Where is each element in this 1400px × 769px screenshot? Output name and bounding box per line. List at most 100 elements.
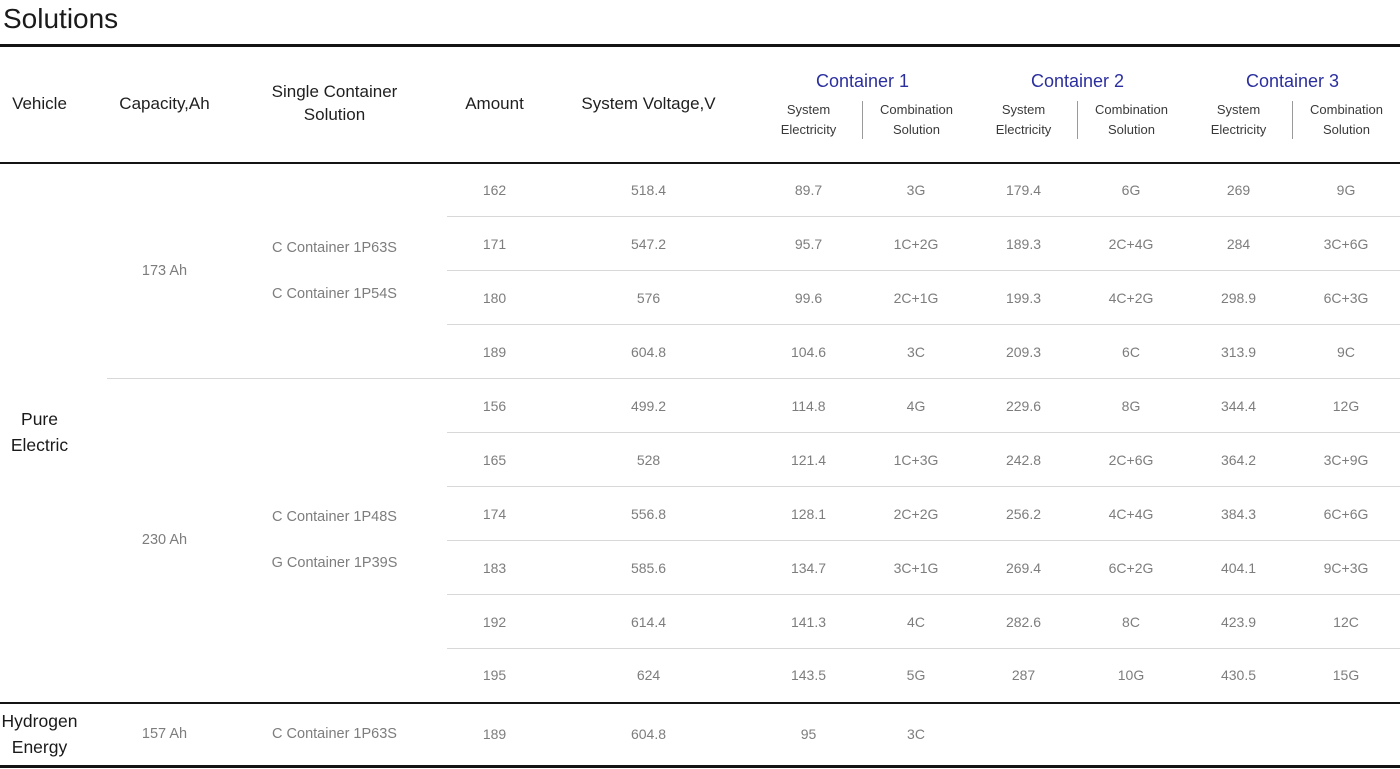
- container-3-title: Container 3: [1245, 71, 1340, 92]
- cell-c2-system-electricity: 269.4: [970, 540, 1077, 595]
- cell-amount: 195: [447, 648, 542, 703]
- cell-c2-combination-solution: 10G: [1077, 648, 1185, 703]
- cell-c1-combination-solution: 1C+3G: [862, 432, 970, 487]
- table-row: 192 614.4 141.3 4C 282.6 8C 423.9 12C: [0, 594, 1400, 649]
- table-row: Pure Electric 173 Ah C Container 1P63S C…: [0, 163, 1400, 455]
- header-row: Vehicle Capacity,Ah Single Container Sol…: [0, 46, 1400, 164]
- cell-c2-system-electricity: [970, 701, 1077, 767]
- cell-c1-system-electricity: 104.6: [755, 324, 862, 379]
- cell-c1-combination-solution: 2C+2G: [862, 486, 970, 541]
- cell-amount: 189: [447, 324, 542, 379]
- col-group-container-3: Container 3 System Electricity Combinati…: [1185, 46, 1400, 164]
- solution-group-cell: C Container 1P63S C Container 1P54S: [222, 163, 447, 379]
- cell-c3-system-electricity: 423.9: [1185, 594, 1292, 649]
- col-header-vehicle: Vehicle: [0, 46, 107, 164]
- container-3-system-electricity-label: System Electricity: [1210, 102, 1267, 137]
- cell-c1-system-electricity: 95.7: [755, 216, 862, 271]
- cell-c3-combination-solution: 9C+3G: [1292, 540, 1400, 595]
- cell-c1-system-electricity: 114.8: [755, 378, 862, 433]
- subheader-divider: [862, 100, 863, 139]
- container-1-combination-solution-label: Combination Solution: [880, 102, 953, 137]
- col-group-container-2: Container 2 System Electricity Combinati…: [970, 46, 1185, 164]
- cell-c1-system-electricity: 143.5: [755, 648, 862, 703]
- cell-c1-system-electricity: 89.7: [794, 181, 823, 198]
- solution-line: C Container 1P63S: [272, 239, 397, 256]
- table-header: Vehicle Capacity,Ah Single Container Sol…: [0, 46, 1400, 164]
- cell-c1-system-electricity: 121.4: [755, 432, 862, 487]
- cell-c2-system-electricity: 242.8: [970, 432, 1077, 487]
- cell-c1-system-electricity: 99.6: [755, 270, 862, 325]
- cell-amount: 156: [447, 378, 542, 433]
- solution-line: C Container 1P48S: [272, 509, 397, 526]
- cell-c3-combination-solution: 6C+6G: [1292, 486, 1400, 541]
- cell-c2-combination-solution: 6G: [1121, 181, 1141, 198]
- cell-c2-system-electricity: 229.6: [970, 378, 1077, 433]
- cell-c1-combination-solution: 4C: [862, 594, 970, 649]
- cell-c2-system-electricity: 256.2: [970, 486, 1077, 541]
- vehicle-group-label: Pure Electric: [10, 409, 69, 455]
- cell-amount: 192: [447, 594, 542, 649]
- cell-system-voltage: 556.8: [542, 486, 755, 541]
- solution-line: C Container 1P63S: [272, 726, 397, 743]
- cell-amount: 189: [447, 701, 542, 767]
- col-group-container-1: Container 1 System Electricity Combinati…: [755, 46, 970, 164]
- cell-c3-system-electricity: 298.9: [1185, 270, 1292, 325]
- cell-c2-system-electricity: 189.3: [970, 216, 1077, 271]
- solutions-table: Vehicle Capacity,Ah Single Container Sol…: [0, 46, 1400, 769]
- cell-system-voltage: 604.8: [542, 324, 755, 379]
- table-row: 165 528 121.4 1C+3G 242.8 2C+6G 364.2 3C…: [0, 432, 1400, 487]
- table-row: 230 Ah C Container 1P48S G Container 1P3…: [0, 378, 1400, 703]
- table-row: 183 585.6 134.7 3C+1G 269.4 6C+2G 404.1 …: [0, 540, 1400, 595]
- col-header-system-voltage: System Voltage,V: [542, 46, 755, 164]
- cell-c2-system-electricity: 199.3: [970, 270, 1077, 325]
- page-title: Solutions: [0, 0, 1400, 47]
- cell-amount: 165: [447, 432, 542, 487]
- solution-group-cell: C Container 1P63S: [222, 701, 447, 767]
- cell-c1-system-electricity: 95: [755, 701, 862, 767]
- cell-c3-combination-solution: 3C+6G: [1292, 216, 1400, 271]
- col-header-single-container-solution-label: Single Container Solution: [271, 82, 398, 125]
- solution-group-cell: C Container 1P48S G Container 1P39S: [222, 378, 447, 703]
- cell-system-voltage: 528: [542, 432, 755, 487]
- solution-line: C Container 1P54S: [272, 285, 397, 302]
- container-1-system-electricity-label: System Electricity: [780, 102, 837, 137]
- cell-c3-combination-solution: 3C+9G: [1292, 432, 1400, 487]
- cell-c1-combination-solution: 4G: [862, 378, 970, 433]
- cell-c1-system-electricity: 141.3: [755, 594, 862, 649]
- cell-c2-combination-solution: [1077, 701, 1185, 767]
- subheader-divider: [1292, 100, 1293, 139]
- cell-system-voltage: 499.2: [542, 378, 755, 433]
- table-row: 189 604.8 104.6 3C 209.3 6C 313.9 9C: [0, 324, 1400, 379]
- cell-c2-combination-solution: 2C+4G: [1077, 216, 1185, 271]
- cell-c1-combination-solution: 3C+1G: [862, 540, 970, 595]
- cell-amount: 183: [447, 540, 542, 595]
- capacity-group-label: 173 Ah: [141, 262, 188, 279]
- cell-c2-combination-solution: 8G: [1077, 378, 1185, 433]
- container-3-combination-solution-label: Combination Solution: [1310, 102, 1383, 137]
- cell-c1-combination-solution: 3G: [906, 181, 926, 198]
- cell-c2-combination-solution: 8C: [1077, 594, 1185, 649]
- cell-c2-combination-solution: 6C: [1077, 324, 1185, 379]
- cell-amount: 174: [447, 486, 542, 541]
- table-row: 174 556.8 128.1 2C+2G 256.2 4C+4G 384.3 …: [0, 486, 1400, 541]
- cell-c3-system-electricity: 269: [1226, 181, 1251, 198]
- container-1-title: Container 1: [815, 71, 910, 92]
- cell-c1-system-electricity: 128.1: [755, 486, 862, 541]
- cell-c3-combination-solution: 12G: [1292, 378, 1400, 433]
- cell-c3-system-electricity: 284: [1185, 216, 1292, 271]
- cell-c3-system-electricity: [1185, 701, 1292, 767]
- cell-c3-system-electricity: 344.4: [1185, 378, 1292, 433]
- cell-amount: 162: [482, 181, 507, 198]
- container-2-combination-solution-label: Combination Solution: [1095, 102, 1168, 137]
- cell-c2-combination-solution: 4C+2G: [1077, 270, 1185, 325]
- cell-c3-combination-solution: 12C: [1292, 594, 1400, 649]
- cell-c3-system-electricity: 364.2: [1185, 432, 1292, 487]
- cell-system-voltage: 547.2: [542, 216, 755, 271]
- cell-c2-system-electricity: 282.6: [970, 594, 1077, 649]
- cell-c1-combination-solution: 3C: [862, 701, 970, 767]
- capacity-group-label: 230 Ah: [107, 378, 222, 703]
- cell-c3-combination-solution: 15G: [1292, 648, 1400, 703]
- cell-c3-system-electricity: 384.3: [1185, 486, 1292, 541]
- col-header-single-container-solution: Single Container Solution: [222, 46, 447, 164]
- cell-c2-system-electricity: 179.4: [1005, 181, 1042, 198]
